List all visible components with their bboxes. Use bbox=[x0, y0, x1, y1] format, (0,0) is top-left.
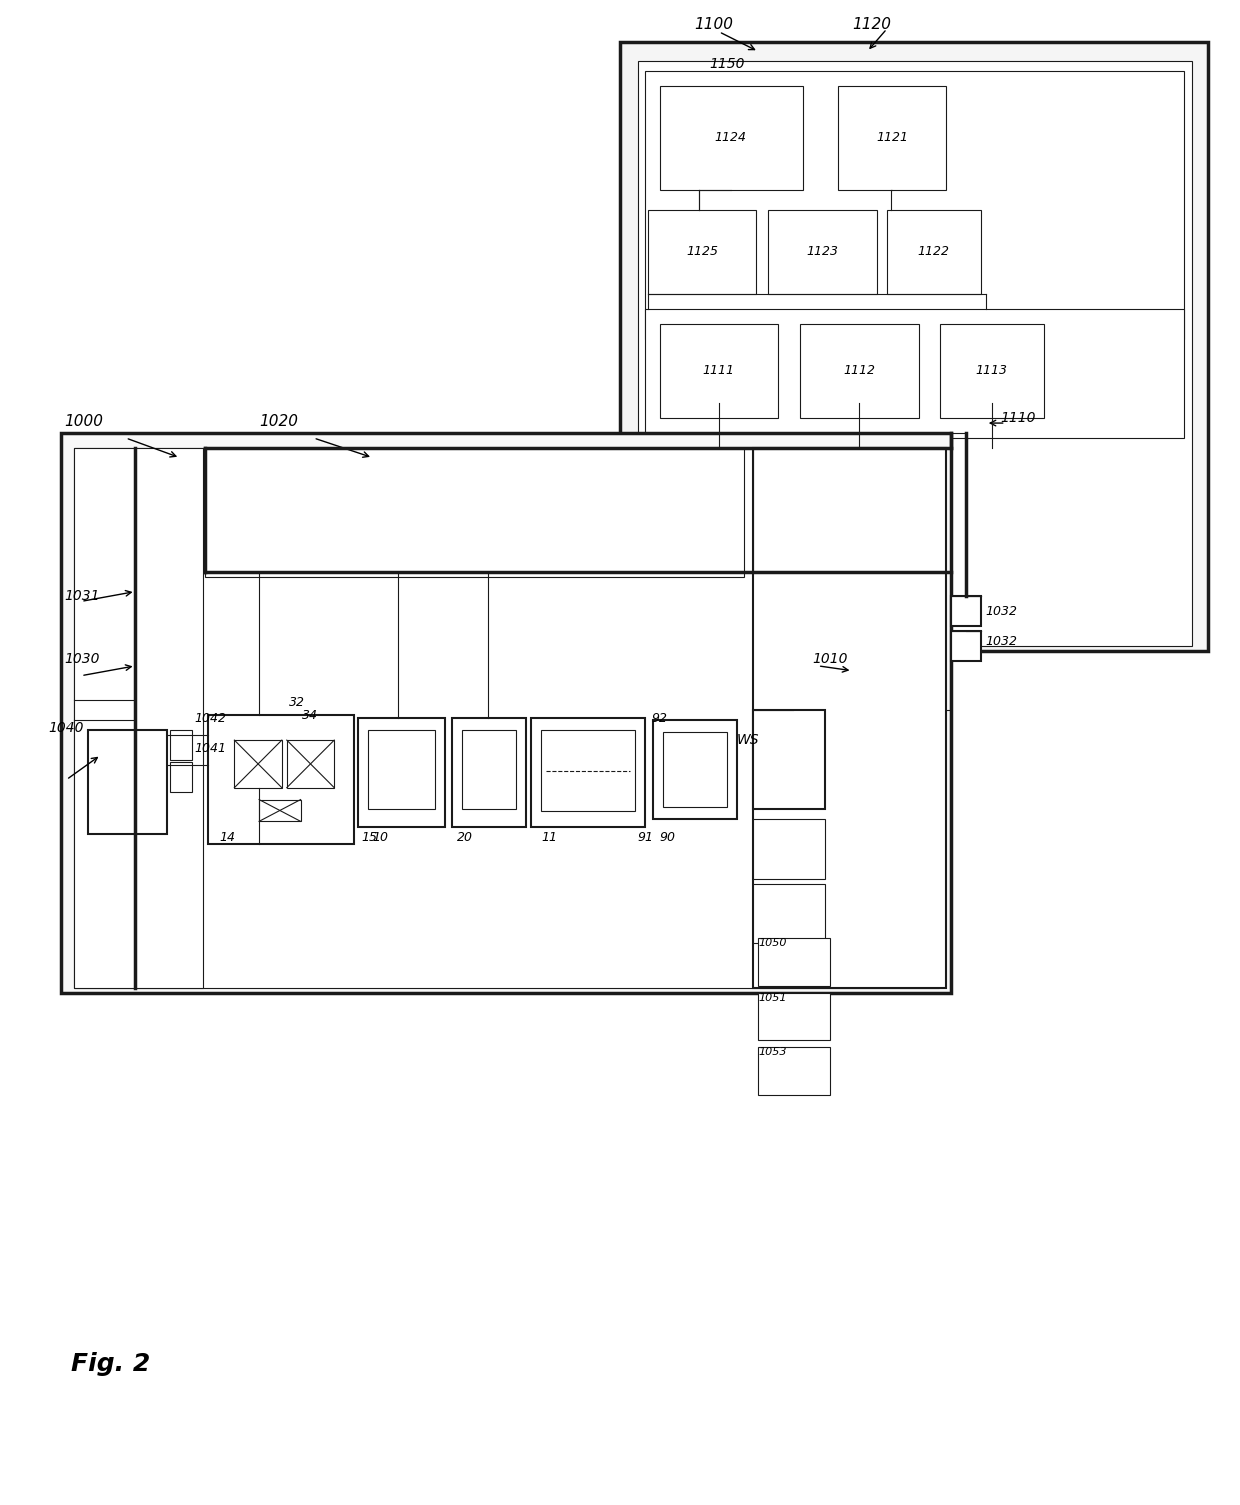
Bar bbox=[660, 324, 779, 418]
Bar bbox=[259, 799, 300, 822]
Bar bbox=[531, 718, 645, 828]
Text: 20: 20 bbox=[456, 831, 472, 844]
Bar bbox=[660, 86, 804, 190]
Bar bbox=[652, 721, 737, 819]
Text: 1111: 1111 bbox=[703, 364, 735, 378]
Bar bbox=[207, 715, 353, 844]
Text: 1124: 1124 bbox=[714, 131, 746, 144]
Bar bbox=[205, 448, 744, 576]
Text: 1051: 1051 bbox=[759, 993, 787, 1002]
Text: 1050: 1050 bbox=[759, 938, 787, 948]
Text: 34: 34 bbox=[301, 709, 317, 722]
Text: 1000: 1000 bbox=[64, 414, 103, 429]
Bar bbox=[837, 86, 946, 190]
Text: 15: 15 bbox=[361, 831, 377, 844]
Bar bbox=[358, 718, 445, 828]
Bar bbox=[461, 730, 516, 810]
Bar bbox=[637, 62, 1192, 646]
Bar bbox=[754, 710, 825, 810]
Text: 1040: 1040 bbox=[48, 721, 84, 736]
Text: 92: 92 bbox=[652, 712, 667, 725]
Text: 10: 10 bbox=[373, 831, 389, 844]
Text: 1113: 1113 bbox=[976, 364, 1008, 378]
Text: 1120: 1120 bbox=[852, 17, 892, 32]
Bar bbox=[170, 762, 192, 792]
Text: 1041: 1041 bbox=[195, 742, 227, 754]
Text: 1020: 1020 bbox=[259, 414, 298, 429]
Text: 1032: 1032 bbox=[986, 635, 1018, 647]
Text: 1122: 1122 bbox=[918, 245, 950, 259]
Text: 1053: 1053 bbox=[759, 1047, 787, 1057]
Bar bbox=[368, 730, 435, 810]
Bar bbox=[74, 448, 202, 987]
Bar bbox=[951, 631, 981, 661]
Bar bbox=[74, 448, 940, 987]
Text: 14: 14 bbox=[219, 831, 236, 844]
Bar bbox=[645, 71, 1184, 339]
Bar bbox=[620, 42, 1208, 652]
Bar bbox=[647, 211, 756, 295]
Text: 1112: 1112 bbox=[843, 364, 875, 378]
Text: 11: 11 bbox=[541, 831, 557, 844]
Bar bbox=[754, 448, 946, 987]
Text: 1032: 1032 bbox=[986, 605, 1018, 619]
Bar bbox=[170, 730, 192, 760]
Bar bbox=[887, 211, 981, 295]
Bar bbox=[759, 938, 830, 986]
Text: 91: 91 bbox=[637, 831, 653, 844]
Text: 1121: 1121 bbox=[875, 131, 908, 144]
Bar bbox=[951, 596, 981, 626]
Text: 1100: 1100 bbox=[694, 17, 733, 32]
Text: 1042: 1042 bbox=[195, 712, 227, 725]
Text: 1030: 1030 bbox=[64, 652, 99, 665]
Text: 1150: 1150 bbox=[709, 57, 744, 71]
Bar bbox=[754, 819, 825, 879]
Text: 1110: 1110 bbox=[1001, 411, 1037, 424]
Bar bbox=[769, 211, 877, 295]
Bar bbox=[61, 433, 951, 993]
Text: 90: 90 bbox=[660, 831, 676, 844]
Bar bbox=[759, 1047, 830, 1094]
Bar bbox=[286, 740, 335, 787]
Text: 1010: 1010 bbox=[812, 652, 848, 665]
Text: 1031: 1031 bbox=[64, 590, 99, 604]
Bar bbox=[451, 718, 526, 828]
Text: Fig. 2: Fig. 2 bbox=[71, 1353, 150, 1376]
Text: WS: WS bbox=[737, 733, 759, 746]
Text: 1123: 1123 bbox=[807, 245, 838, 259]
Bar bbox=[754, 883, 825, 944]
Bar bbox=[800, 324, 919, 418]
Text: 32: 32 bbox=[289, 695, 305, 709]
Bar bbox=[541, 730, 635, 811]
Bar bbox=[645, 309, 1184, 438]
Bar bbox=[940, 324, 1044, 418]
Bar bbox=[662, 733, 727, 808]
Bar bbox=[88, 730, 167, 834]
Bar bbox=[234, 740, 281, 787]
Text: 1125: 1125 bbox=[686, 245, 718, 259]
Bar bbox=[759, 993, 830, 1040]
